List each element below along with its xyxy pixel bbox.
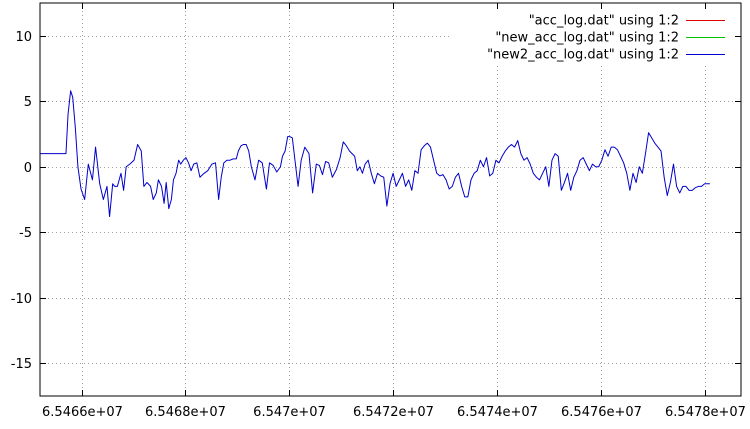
series-group [40, 90, 710, 218]
x-tick-label: 6.5476e+07 [561, 405, 642, 420]
legend-label: "new2_acc_log.dat" using 1:2 [487, 48, 679, 63]
series-line-2 [40, 90, 710, 218]
y-tick-label: -10 [11, 292, 32, 307]
x-tick-label: 6.547e+07 [253, 405, 326, 420]
y-tick-label: 10 [15, 30, 32, 45]
legend-label: "acc_log.dat" using 1:2 [529, 14, 679, 29]
x-tick-label: 6.5468e+07 [145, 405, 226, 420]
x-tick-label: 6.5472e+07 [353, 405, 434, 420]
x-tick-label: 6.5466e+07 [42, 405, 123, 420]
y-tick-label: -5 [19, 226, 32, 241]
plot-border [39, 2, 742, 397]
x-tick-label: 6.5474e+07 [457, 405, 538, 420]
y-tick-label: -15 [11, 357, 32, 372]
grid [40, 3, 741, 396]
legend: "acc_log.dat" using 1:2 "new_acc_log.dat"… [487, 14, 725, 63]
y-tick-label: 5 [24, 95, 32, 110]
y-tick-label: 0 [24, 161, 32, 176]
legend-label: "new_acc_log.dat" using 1:2 [495, 31, 679, 46]
x-tick-label: 6.5478e+07 [665, 405, 746, 420]
ticks: 10 5 0 -5 -10 -15 6.5466e+07 6.5468e+07 6.547e+0… [11, 3, 746, 420]
